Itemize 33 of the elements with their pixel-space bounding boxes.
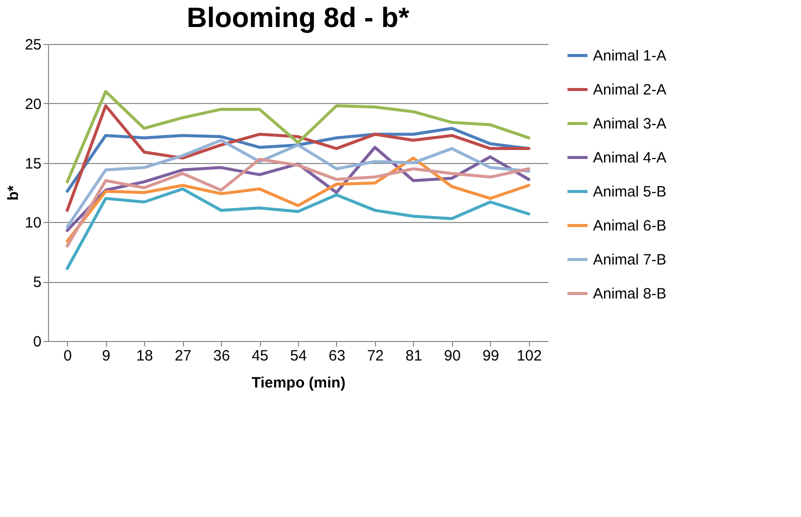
line-series [66, 90, 530, 184]
x-tick-label: 54 [290, 348, 307, 364]
y-tick-label: 20 [24, 96, 42, 113]
x-tick-label: 27 [174, 348, 192, 364]
legend-label: Animal 8-B [593, 286, 666, 302]
y-tick-label: 5 [33, 274, 42, 292]
legend-label: Animal 1-A [593, 48, 666, 64]
y-tick-label: 25 [24, 36, 42, 54]
chart-title: Blooming 8d - b* [186, 2, 410, 33]
y-axis-title: b* [4, 185, 22, 200]
legend-label: Animal 5-B [593, 184, 666, 200]
legend-label: Animal 6-B [593, 218, 666, 234]
x-tick-label: 99 [482, 348, 500, 364]
line-series [66, 187, 530, 270]
x-tick-label: 81 [406, 348, 422, 364]
x-tick-label: 102 [516, 348, 542, 364]
legend-label: Animal 2-A [593, 82, 666, 98]
x-tick-label: 90 [444, 348, 461, 364]
x-axis-title: Tiempo (min) [252, 374, 346, 392]
legend-label: Animal 3-A [593, 116, 666, 132]
legend-label: Animal 4-A [593, 150, 666, 166]
legend-label: Animal 7-B [593, 252, 666, 268]
line-series [66, 104, 530, 212]
x-tick-label: 18 [136, 348, 153, 364]
y-tick-label: 10 [24, 214, 42, 232]
y-tick-label: 15 [24, 155, 42, 172]
x-tick-label: 9 [102, 348, 110, 364]
y-tick-label: 0 [33, 334, 42, 350]
x-tick-label: 45 [252, 348, 268, 364]
x-tick-label: 63 [328, 348, 346, 364]
x-tick-label: 0 [64, 348, 72, 364]
x-tick-label: 36 [213, 348, 230, 364]
x-tick-label: 72 [367, 348, 384, 364]
